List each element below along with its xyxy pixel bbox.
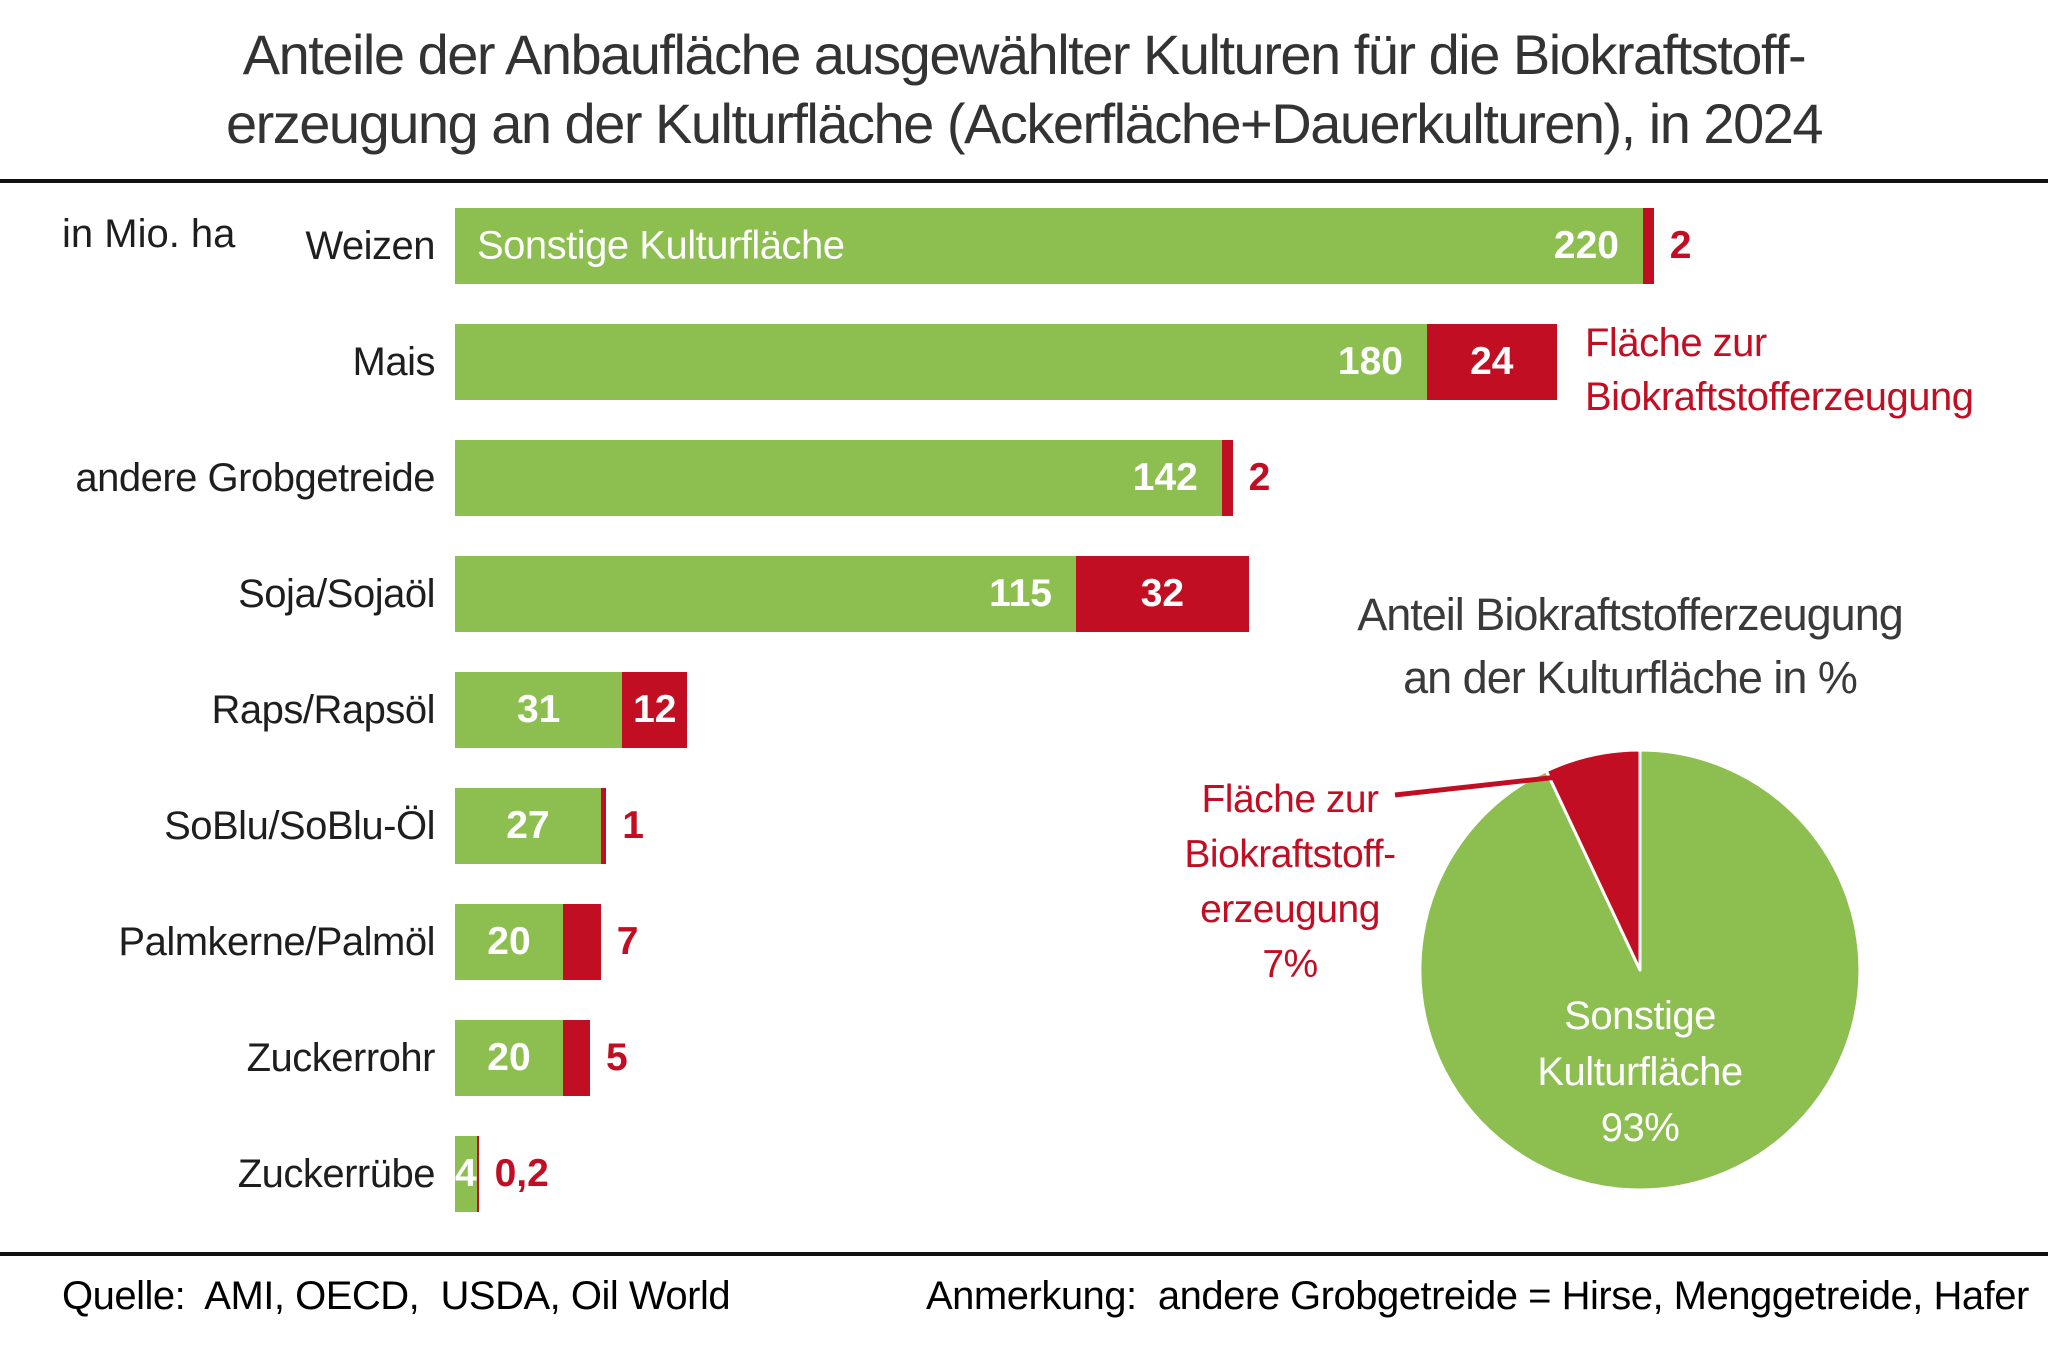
pie-green-slice-label-value: 93%: [1600, 1106, 1680, 1150]
red-bar-segment: [1221, 440, 1233, 516]
bar-row: Zuckerrohr 20 5: [0, 1000, 2048, 1116]
pie-green-slice-label-line1: Sonstige: [1564, 994, 1716, 1038]
green-value-label: 31: [516, 688, 561, 731]
bar-row: Zuckerrübe 4 0,2: [0, 1116, 2048, 1232]
green-value-label: 115: [989, 572, 1052, 615]
green-bar-segment: 31: [455, 672, 623, 748]
pie-chart: [1394, 748, 1862, 1192]
pie-chart-title-line1: Anteil Biokraftstofferzeugung: [1357, 589, 1904, 640]
red-bar-segment: [1643, 208, 1654, 284]
green-bar-segment: 115: [455, 556, 1076, 632]
annotation-note: Anmerkung: andere Grobgetreide = Hirse, …: [926, 1274, 2029, 1318]
red-value-label: 32: [1140, 572, 1185, 615]
bottom-divider-rule: [0, 1252, 2048, 1256]
red-bar-segment: [476, 1136, 479, 1212]
chart-title: Anteile der Anbaufläche ausgewählter Kul…: [0, 20, 2048, 158]
pie-label-leader-line: [1394, 774, 1559, 798]
bar-row: andere Grobgetreide 142 2: [0, 420, 2048, 536]
source-note: Quelle: AMI, OECD, USDA, Oil World: [62, 1274, 731, 1318]
bar-row: Palmkerne/Palmöl 20 7: [0, 884, 2048, 1000]
chart-title-line1: Anteile der Anbaufläche ausgewählter Kul…: [242, 23, 1807, 86]
category-label: Palmkerne/Palmöl: [118, 919, 435, 964]
red-bar-segment: [563, 1020, 590, 1096]
red-value-label: 2: [1248, 456, 1271, 499]
bar-row: SoBlu/SoBlu-Öl 27 1: [0, 768, 2048, 884]
green-series-inline-label: Sonstige Kulturfläche: [477, 223, 845, 268]
green-value-label: 180: [1337, 340, 1403, 383]
pie-green-slice-label-line2: Kulturfläche: [1537, 1050, 1743, 1094]
green-bar-segment: 4: [455, 1136, 477, 1212]
green-value-label: 220: [1553, 224, 1619, 267]
pie-chart-title: Anteil Biokraftstofferzeugung an der Kul…: [1230, 583, 2030, 709]
category-label: Weizen: [305, 223, 435, 268]
green-value-label: 20: [487, 1036, 531, 1079]
red-value-label: 2: [1669, 224, 1692, 267]
category-label: Raps/Rapsöl: [211, 687, 435, 732]
red-bar-segment: 32: [1076, 556, 1249, 632]
red-value-label: 1: [622, 804, 644, 847]
bar-row: Mais 180 24: [0, 304, 2048, 420]
pie-red-slice-label-line1: Fläche zur: [1201, 778, 1379, 821]
green-bar-segment: 180: [455, 324, 1427, 400]
category-label: Soja/Sojaöl: [238, 571, 435, 616]
pie-red-slice-label-line2: Biokraftstoff-: [1184, 833, 1396, 876]
pie-red-slice-label: Fläche zur Biokraftstoff- erzeugung 7%: [1080, 772, 1500, 992]
red-series-legend-line1: Fläche zur: [1585, 321, 1767, 365]
green-value-label: 20: [487, 920, 531, 963]
red-value-label: 12: [633, 688, 677, 731]
category-label: SoBlu/SoBlu-Öl: [164, 803, 435, 848]
red-value-label: 7: [616, 920, 639, 963]
category-label: Mais: [352, 339, 436, 384]
chart-title-line2: erzeugung an der Kulturfläche (Ackerfläc…: [225, 92, 1824, 155]
pie-red-slice-label-line3: erzeugung: [1200, 888, 1380, 931]
green-bar-segment: 20: [455, 1020, 563, 1096]
red-series-legend-line2: Biokraftstofferzeugung: [1585, 375, 1974, 419]
category-label: Zuckerrübe: [237, 1151, 436, 1196]
green-value-label: 142: [1132, 456, 1198, 499]
red-bar-segment: [563, 904, 601, 980]
red-bar-segment: [600, 788, 607, 864]
green-value-label: 27: [506, 804, 550, 847]
bar-row: Raps/Rapsöl 31 12: [0, 652, 2048, 768]
green-value-label: 4: [454, 1152, 477, 1195]
pie-green-slice-label: Sonstige Kulturfläche 93%: [1418, 988, 1862, 1156]
top-divider-rule: [0, 179, 2048, 183]
red-bar-segment: 24: [1427, 324, 1557, 400]
red-bar-segment: 12: [622, 672, 688, 748]
green-bar-segment: 142: [455, 440, 1222, 516]
pie-chart-title-line2: an der Kulturfläche in %: [1403, 652, 1858, 703]
green-bar-segment: 27: [455, 788, 601, 864]
green-bar-segment: 20: [455, 904, 563, 980]
red-value-label: 5: [606, 1036, 628, 1079]
bar-row: Soja/Sojaöl 115 32: [0, 536, 2048, 652]
red-series-legend: Fläche zur Biokraftstofferzeugung: [1585, 316, 1974, 424]
pie-red-slice-label-value: 7%: [1262, 943, 1318, 986]
green-bar-segment: Sonstige Kulturfläche 220: [455, 208, 1643, 284]
category-label: andere Grobgetreide: [75, 455, 435, 500]
red-value-label: 0,2: [494, 1152, 549, 1195]
bar-chart: Weizen Sonstige Kulturfläche 220 2 Mais 180 24…: [0, 188, 2048, 1232]
red-value-label: 24: [1470, 340, 1514, 383]
bar-row: Weizen Sonstige Kulturfläche 220 2: [0, 188, 2048, 304]
unit-label: in Mio. ha: [62, 212, 236, 256]
pie-slice-biokraftstofferzeugung: [1544, 748, 1642, 972]
category-label: Zuckerrohr: [246, 1035, 436, 1080]
